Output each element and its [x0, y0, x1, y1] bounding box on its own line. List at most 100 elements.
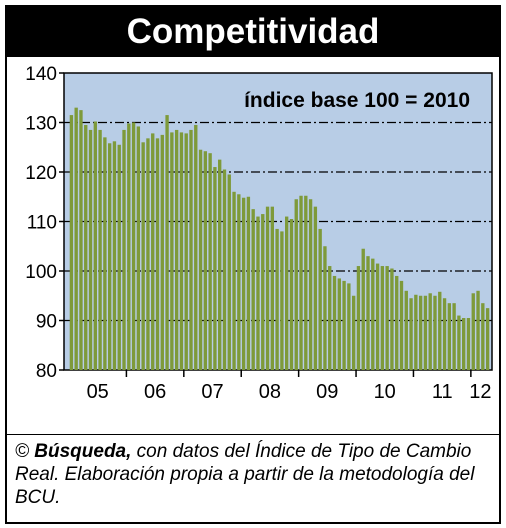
bar-79	[447, 303, 452, 370]
bar-17	[151, 133, 155, 370]
bar-33	[227, 174, 231, 370]
bar-67	[390, 268, 394, 370]
bar-0	[69, 115, 74, 370]
y-tick-label-6: 140	[25, 64, 57, 85]
chart-canvas: 80 90 100 110 120 130 140 05 06 07 08 09 10 11 12 índi…	[25, 64, 493, 403]
bar-74	[423, 295, 428, 370]
bar-58	[347, 283, 351, 371]
source-name: Búsqueda,	[34, 441, 132, 462]
bar-48	[299, 195, 303, 370]
bar-13	[131, 122, 136, 370]
bar-46	[289, 219, 294, 370]
bar-55	[332, 275, 337, 370]
bar-20	[165, 115, 169, 370]
bar-31	[218, 159, 222, 371]
bar-51	[313, 206, 318, 370]
bar-36	[241, 197, 246, 370]
bar-56	[337, 278, 341, 370]
bar-81	[457, 315, 461, 370]
bar-49	[304, 195, 308, 370]
index-base-annotation: índice base 100 = 2010	[244, 89, 470, 112]
bar-78	[442, 298, 447, 370]
bar-68	[395, 275, 399, 370]
source-caption: © Búsqueda, con datos del Índice de Tipo…	[15, 440, 493, 509]
bar-61	[361, 248, 365, 370]
bar-76	[433, 295, 437, 370]
copyright-mark: ©	[15, 441, 35, 462]
x-year-label-7: 12	[469, 381, 491, 403]
bar-6	[98, 129, 102, 370]
bar-75	[428, 293, 432, 370]
bar-7	[103, 137, 107, 370]
bar-72	[414, 294, 418, 370]
bar-71	[409, 298, 413, 370]
y-tick-label-4: 120	[25, 163, 57, 184]
bar-18	[155, 138, 160, 370]
bar-23	[179, 132, 184, 370]
bar-10	[117, 144, 121, 370]
bar-21	[170, 132, 174, 370]
bar-62	[366, 256, 370, 370]
bar-42	[270, 206, 274, 370]
bar-44	[280, 231, 284, 370]
chart-title: Competitividad	[7, 7, 499, 57]
bar-84	[471, 293, 475, 370]
bar-8	[107, 143, 112, 370]
bar-57	[342, 280, 346, 370]
bar-82	[462, 318, 466, 370]
bar-70	[404, 290, 408, 370]
bar-65	[380, 266, 385, 370]
bar-41	[265, 206, 270, 370]
bar-39	[256, 216, 260, 370]
bar-66	[385, 266, 389, 370]
caption-divider	[7, 434, 499, 435]
bar-59	[351, 295, 356, 370]
bar-86	[481, 303, 485, 370]
caption-text: con datos del Índice de Tipo de Cambio R…	[15, 441, 475, 508]
bar-45	[285, 216, 289, 370]
bar-54	[328, 266, 332, 370]
x-year-label-4: 09	[316, 381, 338, 403]
bar-25	[189, 129, 193, 370]
x-year-label-2: 07	[201, 381, 223, 403]
bar-27	[198, 149, 203, 370]
bar-26	[194, 124, 198, 370]
bar-11	[122, 129, 126, 370]
bar-87	[485, 308, 490, 371]
bar-30	[213, 167, 217, 370]
y-tick-label-2: 100	[25, 262, 57, 283]
bar-15	[141, 142, 145, 370]
bar-63	[371, 258, 375, 371]
bar-32	[222, 169, 227, 370]
bar-14	[136, 126, 141, 371]
bar-64	[375, 263, 380, 370]
bar-83	[466, 318, 471, 370]
bar-43	[275, 228, 279, 370]
bar-37	[246, 196, 251, 370]
bar-29	[208, 153, 212, 370]
x-year-label-6: 11	[432, 381, 453, 403]
bar-16	[146, 138, 150, 370]
bar-40	[261, 214, 265, 370]
x-year-label-3: 08	[259, 381, 281, 403]
bar-3	[84, 124, 88, 370]
y-tick-label-5: 130	[25, 114, 57, 135]
bar-9	[112, 141, 117, 370]
chart-frame: Competitividad 80 90 100 110 120 130 140 05 06 07…	[5, 5, 501, 524]
y-tick-label-1: 90	[36, 312, 57, 333]
bar-1	[74, 107, 78, 371]
bar-38	[251, 209, 255, 371]
bar-19	[160, 134, 164, 371]
bar-50	[308, 199, 313, 370]
y-tick-label-3: 110	[27, 213, 57, 234]
bar-24	[184, 133, 188, 370]
bar-28	[203, 151, 208, 370]
bar-73	[418, 295, 423, 370]
bar-69	[399, 280, 404, 370]
bar-34	[232, 191, 236, 370]
bar-12	[127, 123, 131, 371]
bar-5	[93, 121, 97, 370]
bar-53	[323, 246, 327, 370]
bar-80	[452, 303, 456, 370]
x-year-label-1: 06	[144, 381, 166, 403]
